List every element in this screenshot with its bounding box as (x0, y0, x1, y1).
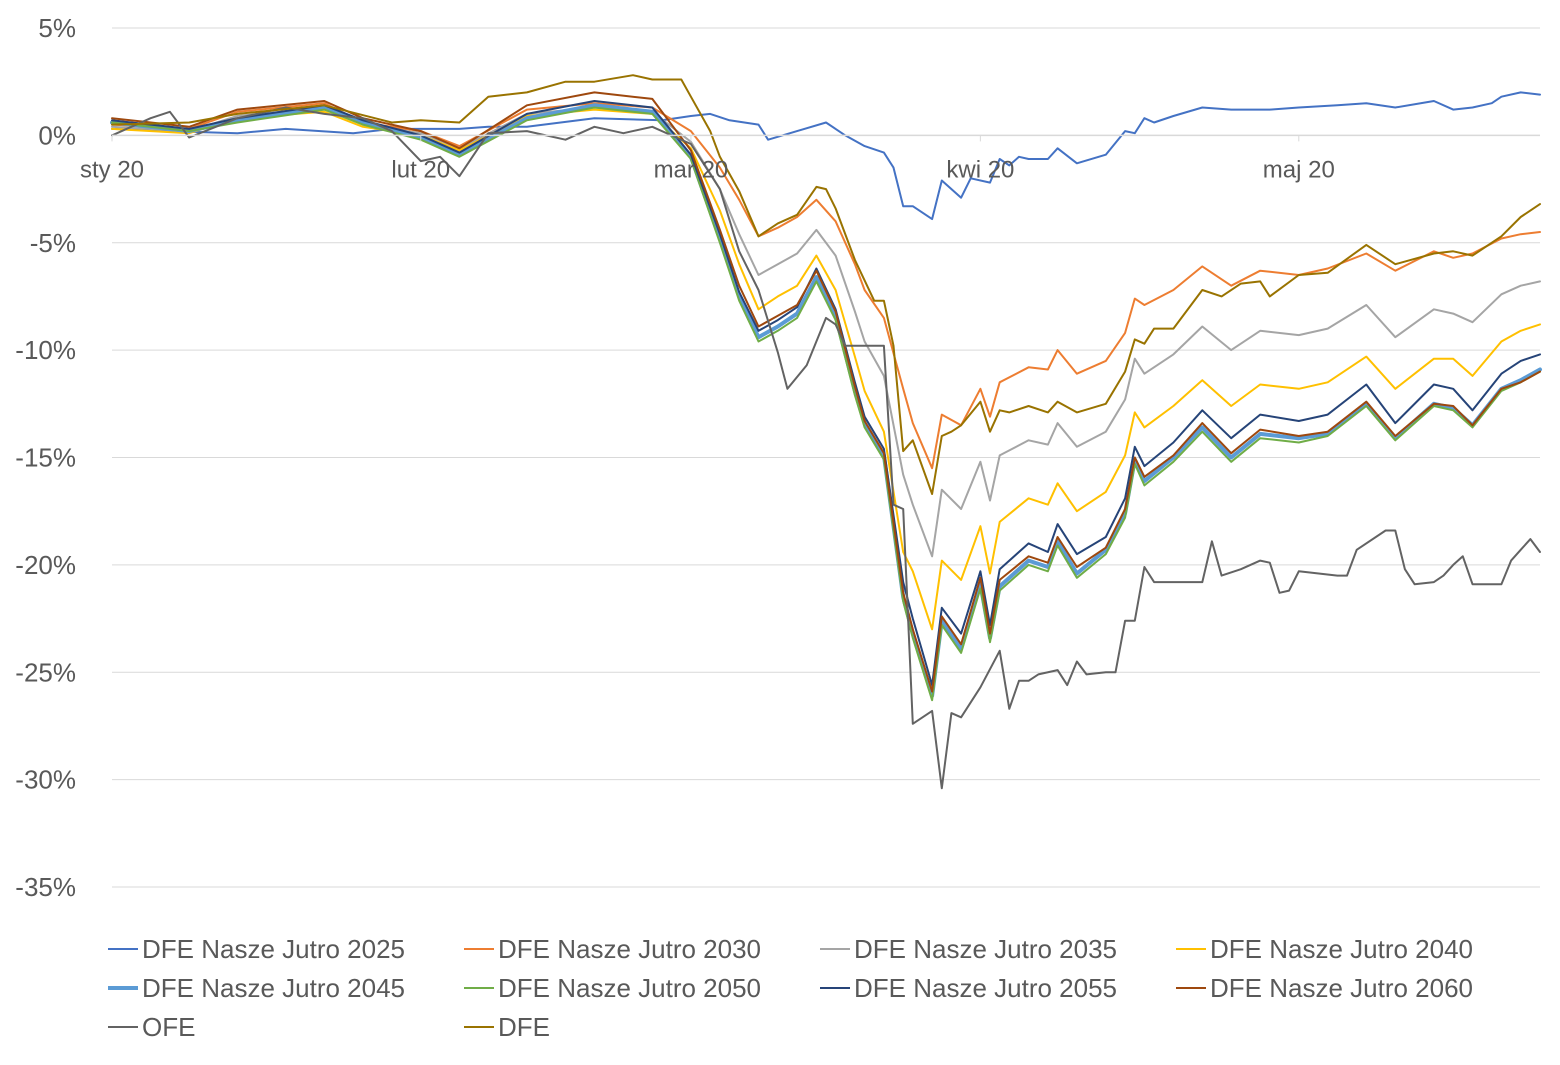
legend-swatch (108, 948, 138, 950)
x-tick-label: lut 20 (391, 156, 450, 183)
gridlines (112, 27, 1540, 888)
series-line-5 (111, 106, 1541, 702)
legend-item: OFE (108, 1008, 195, 1046)
legend-label: DFE Nasze Jutro 2060 (1210, 972, 1474, 1003)
legend-swatch (820, 948, 850, 950)
legend-swatch (108, 1026, 138, 1028)
legend-item: DFE Nasze Jutro 2030 (464, 930, 761, 968)
legend-item: DFE Nasze Jutro 2055 (820, 969, 1117, 1007)
x-tick-label: sty 20 (80, 156, 144, 183)
legend-item: DFE Nasze Jutro 2035 (820, 930, 1117, 968)
series-line-8 (111, 106, 1541, 790)
legend-swatch (464, 1026, 494, 1028)
legend-item: DFE Nasze Jutro 2040 (1176, 930, 1473, 968)
legend-item: DFE (464, 1008, 550, 1046)
y-tick-label: -10% (15, 335, 76, 365)
legend-item: DFE Nasze Jutro 2045 (108, 969, 405, 1007)
legend-swatch (820, 987, 850, 989)
series-line-6 (111, 100, 1541, 687)
legend-swatch (1176, 948, 1206, 950)
y-axis-tick-labels: 5% 0% -5% -10% -15% -20% -25% -30% -35% (15, 13, 76, 902)
series-line-7 (111, 91, 1541, 693)
legend-label: DFE Nasze Jutro 2035 (854, 933, 1118, 964)
series-line-3 (111, 108, 1541, 631)
legend-item: DFE Nasze Jutro 2060 (1176, 969, 1473, 1007)
legend-label: DFE Nasze Jutro 2055 (854, 972, 1118, 1003)
x-tick-label: mar 20 (654, 156, 729, 183)
series-line-9 (111, 74, 1541, 495)
y-tick-label: -20% (15, 550, 76, 580)
legend-label: DFE Nasze Jutro 2025 (142, 933, 406, 964)
legend-label: DFE (498, 1011, 550, 1042)
legend-label: DFE Nasze Jutro 2045 (142, 972, 406, 1003)
legend-swatch (464, 987, 494, 989)
x-tick-label: maj 20 (1263, 156, 1335, 183)
series-line-0 (111, 91, 1541, 221)
legend-label: DFE Nasze Jutro 2030 (498, 933, 762, 964)
legend-swatch (1176, 987, 1206, 989)
y-tick-label: 5% (38, 13, 76, 43)
x-tick-label: kwi 20 (946, 156, 1014, 183)
series-lines (110, 74, 1542, 790)
x-axis-tick-labels: sty 20 lut 20 mar 20 kwi 20 maj 20 (80, 135, 1335, 183)
legend-label: OFE (142, 1011, 196, 1042)
legend-swatch (464, 948, 494, 950)
y-tick-label: -30% (15, 765, 76, 795)
y-tick-label: -5% (30, 228, 76, 258)
legend-item: DFE Nasze Jutro 2050 (464, 969, 761, 1007)
y-tick-label: -25% (15, 657, 76, 687)
y-tick-label: 0% (38, 120, 76, 150)
line-chart: 5% 0% -5% -10% -15% -20% -25% -30% -35% sty 20 lu… (15, 13, 1542, 902)
y-tick-label: -35% (15, 872, 76, 902)
legend-item: DFE Nasze Jutro 2025 (108, 930, 405, 968)
legend-swatch (108, 986, 138, 990)
legend-label: DFE Nasze Jutro 2050 (498, 972, 762, 1003)
legend-label: DFE Nasze Jutro 2040 (1210, 933, 1474, 964)
y-tick-label: -15% (15, 443, 76, 473)
series-line-4 (110, 103, 1542, 698)
